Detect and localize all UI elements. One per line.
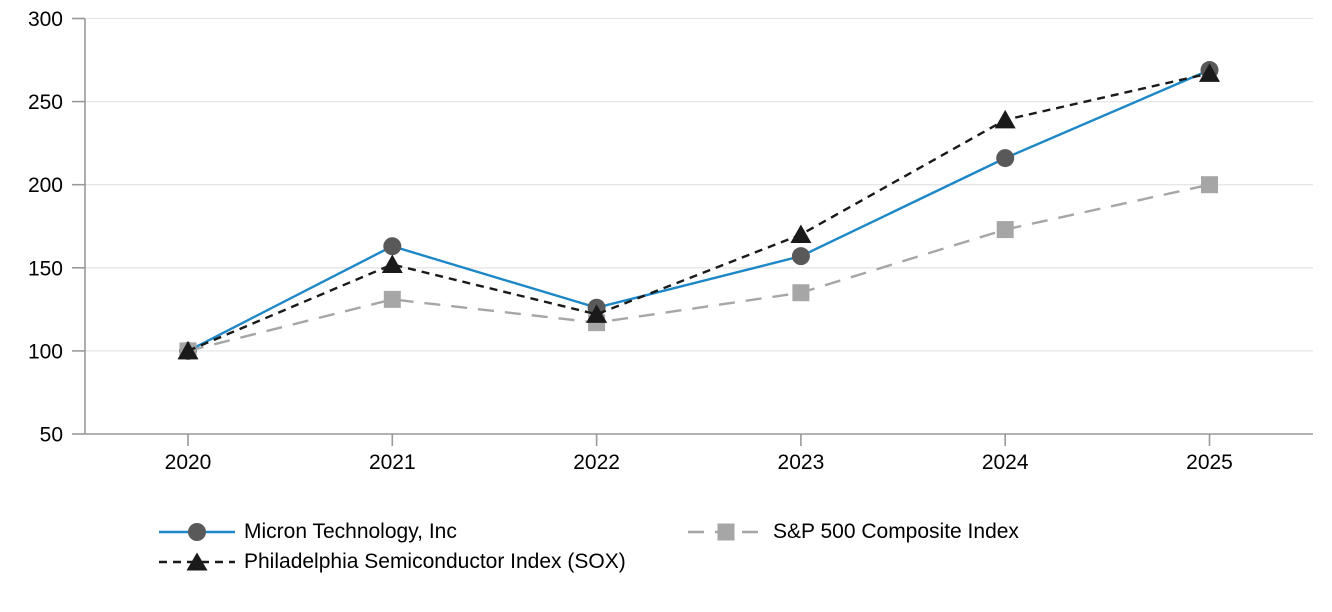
series-line [187,183,1210,353]
y-axis-tick-label: 150 [28,257,63,280]
legend-row-2: Philadelphia Semiconductor Index (SOX) [158,547,1019,577]
legend-label-micron: Micron Technology, Inc [244,520,457,543]
series-line [187,72,1210,353]
y-axis-tick-label: 50 [40,424,63,447]
data-point-triangle [177,340,199,360]
data-point-triangle [994,109,1016,129]
legend-label-sp500: S&P 500 Composite Index [773,520,1019,543]
legend-item-sox: Philadelphia Semiconductor Index (SOX) [158,549,687,575]
data-point-triangle [381,254,403,273]
x-axis-tick-label: 2023 [778,451,825,474]
data-point-square [792,284,810,302]
y-axis-tick-label: 250 [28,91,63,114]
x-axis-tick-label: 2024 [982,451,1029,474]
legend: Micron Technology, Inc S&P 500 Composite… [158,517,1019,577]
data-point-square [996,221,1014,239]
square-marker-icon [717,523,735,541]
data-point-circle [383,237,402,256]
legend-label-sox: Philadelphia Semiconductor Index (SOX) [244,550,626,573]
data-point-triangle [586,304,608,323]
sp500-line-swatch [688,523,764,541]
circle-marker-icon [188,523,206,541]
data-point-circle [996,149,1015,168]
legend-row-1: Micron Technology, Inc S&P 500 Composite… [158,517,1019,547]
y-axis-tick-label: 300 [28,8,63,31]
data-point-triangle [790,224,812,244]
y-axis-tick-label: 200 [28,174,63,197]
data-point-triangle [1199,63,1220,82]
x-axis-tick-label: 2020 [165,451,212,474]
x-axis-tick-label: 2021 [369,451,416,474]
x-axis-tick-label: 2022 [573,451,620,474]
legend-item-micron: Micron Technology, Inc [158,519,687,545]
x-axis-tick-label: 2025 [1186,451,1233,474]
series-line [187,68,1210,352]
legend-item-sp500: S&P 500 Composite Index [687,519,1019,545]
micron-line-swatch [159,523,235,541]
data-point-square [1201,176,1218,194]
y-axis-tick-label: 100 [28,340,63,363]
sox-line-swatch [159,552,235,571]
data-point-circle [791,247,810,266]
triangle-marker-icon [186,552,208,571]
data-point-square [383,290,401,308]
